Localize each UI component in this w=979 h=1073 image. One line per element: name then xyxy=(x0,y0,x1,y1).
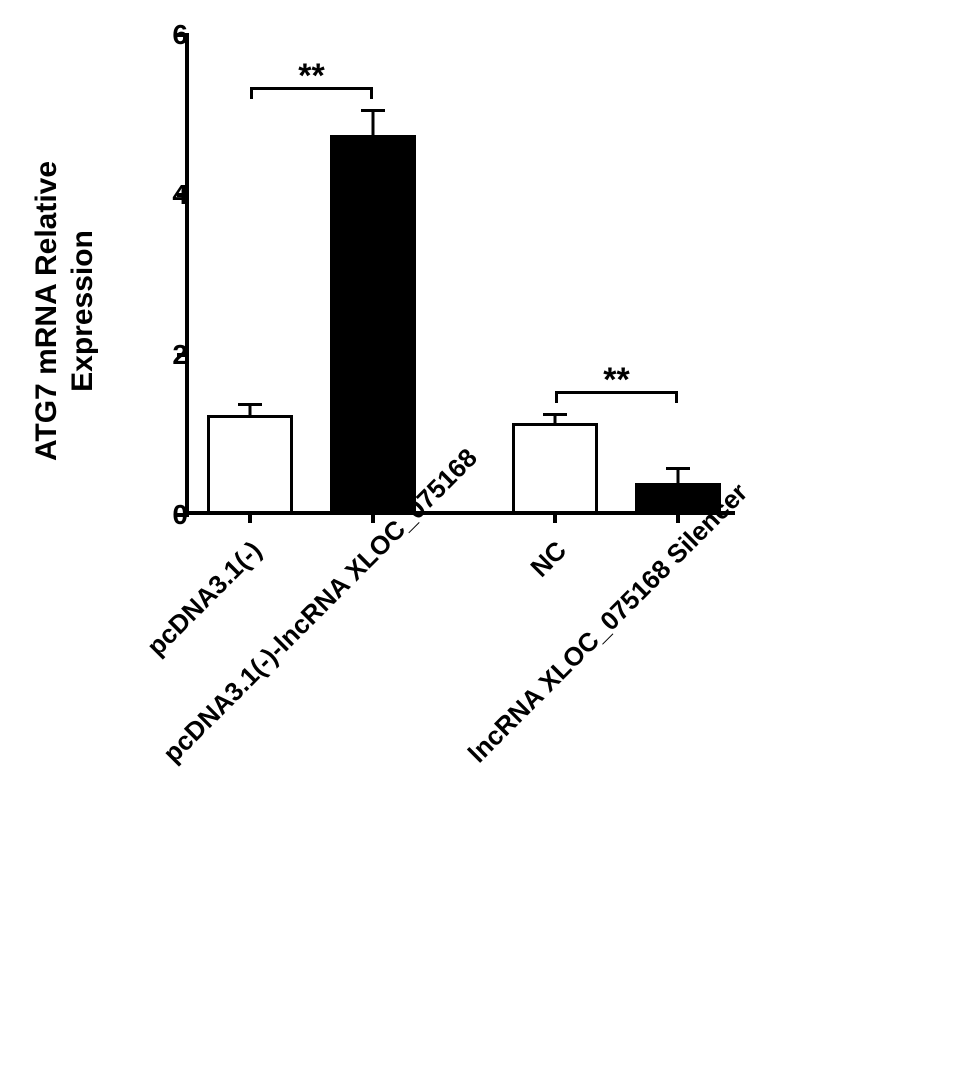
x-tick xyxy=(676,511,680,523)
y-tick-label: 6 xyxy=(172,19,188,51)
x-tick xyxy=(371,511,375,523)
x-tick xyxy=(248,511,252,523)
significance-label: ** xyxy=(298,59,324,93)
y-tick-label: 4 xyxy=(172,179,188,211)
significance-bracket-drop xyxy=(370,87,373,99)
error-bar xyxy=(554,415,557,423)
significance-bracket-drop xyxy=(250,87,253,99)
error-cap xyxy=(666,467,690,470)
bar xyxy=(207,415,293,511)
x-axis-label: lncRNA XLOC_075168 Silencer xyxy=(462,535,696,769)
significance-bracket-drop xyxy=(675,391,678,403)
error-cap xyxy=(543,413,567,416)
bar-chart: ATG7 mRNA Relative Expression **** 0246p… xyxy=(50,20,750,570)
significance-bracket-drop xyxy=(555,391,558,403)
y-axis-title: ATG7 mRNA Relative Expression xyxy=(29,161,101,461)
error-bar xyxy=(676,469,679,483)
error-cap xyxy=(238,403,262,406)
significance-label: ** xyxy=(603,363,629,397)
x-axis-label: pcDNA3.1(-) xyxy=(34,535,268,769)
y-tick-label: 0 xyxy=(172,499,188,531)
error-bar xyxy=(249,405,252,415)
bar xyxy=(330,135,416,511)
error-cap xyxy=(361,109,385,112)
error-bar xyxy=(371,111,374,135)
y-tick-label: 2 xyxy=(172,339,188,371)
x-tick xyxy=(553,511,557,523)
bar xyxy=(512,423,598,511)
